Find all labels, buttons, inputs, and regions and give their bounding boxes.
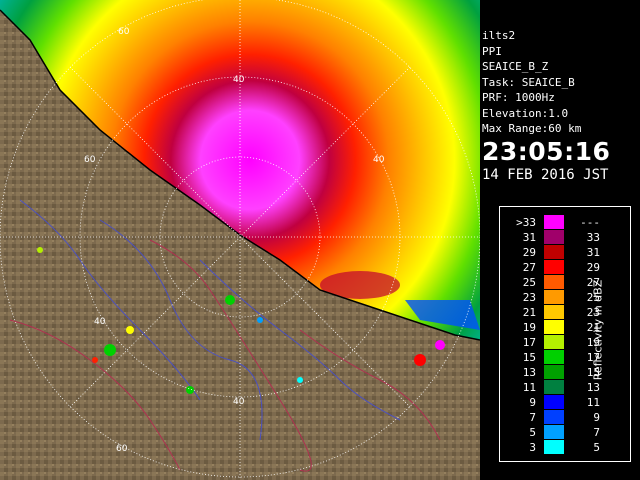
legend-row: 19 21 bbox=[506, 320, 616, 335]
legend-upper-bound: 33 bbox=[586, 231, 600, 244]
legend-upper-bound: 29 bbox=[586, 261, 600, 274]
legend-color-swatch bbox=[544, 395, 564, 409]
legend-lower-bound: 17 bbox=[522, 336, 536, 349]
product-name: SEAICE_B_Z bbox=[482, 60, 549, 73]
range-label: 60 bbox=[84, 155, 96, 165]
range-label: 60 bbox=[116, 444, 128, 454]
legend-row: 27 29 bbox=[506, 260, 616, 275]
legend-color-swatch bbox=[544, 335, 564, 349]
legend-lower-bound: 29 bbox=[522, 246, 536, 259]
legend-color-swatch bbox=[544, 215, 564, 229]
legend-row: 25 27 bbox=[506, 275, 616, 290]
legend-color-swatch bbox=[544, 260, 564, 274]
legend-color-swatch bbox=[544, 320, 564, 334]
range-label: 40 bbox=[233, 75, 245, 85]
legend-color-swatch bbox=[544, 410, 564, 424]
legend-row: 11 13 bbox=[506, 380, 616, 395]
legend-row: 15 17 bbox=[506, 350, 616, 365]
legend-lower-bound: 25 bbox=[522, 276, 536, 289]
range-label: 60 bbox=[118, 27, 130, 37]
range-label: 40 bbox=[373, 155, 385, 165]
legend-color-swatch bbox=[544, 380, 564, 394]
legend-upper-bound: 27 bbox=[586, 276, 600, 289]
legend-lower-bound: 5 bbox=[529, 426, 536, 439]
legend-row: 23 25 bbox=[506, 290, 616, 305]
legend-upper-bound: 9 bbox=[593, 411, 600, 424]
legend-lower-bound: 19 bbox=[522, 321, 536, 334]
legend-lower-bound: 9 bbox=[529, 396, 536, 409]
legend-color-swatch bbox=[544, 275, 564, 289]
legend-lower-bound: 23 bbox=[522, 291, 536, 304]
station-name: ilts2 bbox=[482, 29, 516, 42]
range-label: 40 bbox=[233, 397, 245, 407]
legend-row: 31 33 bbox=[506, 230, 616, 245]
legend-lower-bound: 21 bbox=[522, 306, 536, 319]
reflectivity-legend: >33 --- 31 33 29 31 27 29 25 27 23 25 21 23 19 21 17 19 15… bbox=[499, 206, 631, 462]
legend-lower-bound: 31 bbox=[522, 231, 536, 244]
scan-mode: PPI bbox=[482, 44, 502, 58]
legend-color-swatch bbox=[544, 350, 564, 364]
legend-lower-bound: >33 bbox=[516, 216, 536, 229]
legend-upper-bound: 21 bbox=[586, 321, 600, 334]
scan-info-panel: ilts2 PPI SEAICE_B_Z Task: SEAICE_B PRF:… bbox=[482, 28, 638, 184]
land-area bbox=[0, 10, 480, 480]
legend-upper-bound: 15 bbox=[586, 366, 600, 379]
legend-lower-bound: 7 bbox=[529, 411, 536, 424]
legend-color-swatch bbox=[544, 425, 564, 439]
legend-row: 9 11 bbox=[506, 395, 616, 410]
land-echoes bbox=[37, 247, 445, 394]
task-name: Task: SEAICE_B bbox=[482, 75, 575, 89]
legend-upper-bound: 11 bbox=[586, 396, 600, 409]
prf-value: PRF: 1000Hz bbox=[482, 91, 555, 104]
legend-lower-bound: 3 bbox=[529, 441, 536, 454]
legend-upper-bound: 13 bbox=[586, 381, 600, 394]
legend-color-swatch bbox=[544, 365, 564, 379]
legend-row: >33 --- bbox=[506, 215, 616, 230]
legend-upper-bound: 7 bbox=[593, 426, 600, 439]
coastline bbox=[0, 9, 480, 341]
legend-row: 21 23 bbox=[506, 305, 616, 320]
legend-row: 29 31 bbox=[506, 245, 616, 260]
legend-color-swatch bbox=[544, 245, 564, 259]
legend-upper-bound: 5 bbox=[593, 441, 600, 454]
legend-units: Reflectivity in dBZ bbox=[591, 279, 605, 381]
legend-color-swatch bbox=[544, 290, 564, 304]
legend-upper-bound: 31 bbox=[586, 246, 600, 259]
legend-color-swatch bbox=[544, 230, 564, 244]
legend-upper-bound: --- bbox=[580, 216, 600, 229]
range-label: 40 bbox=[94, 317, 106, 327]
legend-upper-bound: 19 bbox=[586, 336, 600, 349]
legend-row: 17 19 bbox=[506, 335, 616, 350]
max-range-value: Max Range:60 km bbox=[482, 122, 582, 135]
legend-lower-bound: 27 bbox=[522, 261, 536, 274]
scan-date: 14 FEB 2016 JST bbox=[482, 166, 609, 183]
legend-lower-bound: 11 bbox=[522, 381, 536, 394]
radar-ppi-display: 60 40 40 60 40 40 60 bbox=[0, 0, 480, 480]
azimuth-lines bbox=[0, 0, 480, 480]
legend-upper-bound: 17 bbox=[586, 351, 600, 364]
legend-lower-bound: 15 bbox=[522, 351, 536, 364]
legend-color-swatch bbox=[544, 440, 564, 454]
legend-lower-bound: 13 bbox=[522, 366, 536, 379]
legend-upper-bound: 23 bbox=[586, 306, 600, 319]
scan-time: 23:05:16 bbox=[482, 136, 611, 166]
terrain-lines bbox=[9, 199, 441, 472]
legend-upper-bound: 25 bbox=[586, 291, 600, 304]
elevation-value: Elevation:1.0 bbox=[482, 106, 569, 120]
legend-color-swatch bbox=[544, 305, 564, 319]
legend-row: 13 15 bbox=[506, 365, 616, 380]
